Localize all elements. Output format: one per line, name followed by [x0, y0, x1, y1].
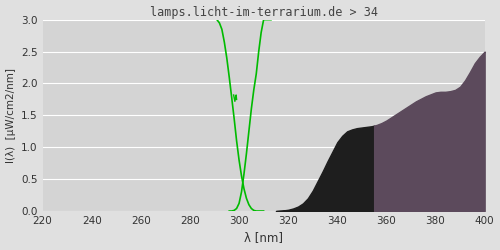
Title: lamps.licht-im-terrarium.de > 34: lamps.licht-im-terrarium.de > 34: [150, 6, 378, 18]
Y-axis label: I(λ)  [μW/cm2/nm]: I(λ) [μW/cm2/nm]: [6, 68, 16, 163]
X-axis label: λ [nm]: λ [nm]: [244, 232, 283, 244]
